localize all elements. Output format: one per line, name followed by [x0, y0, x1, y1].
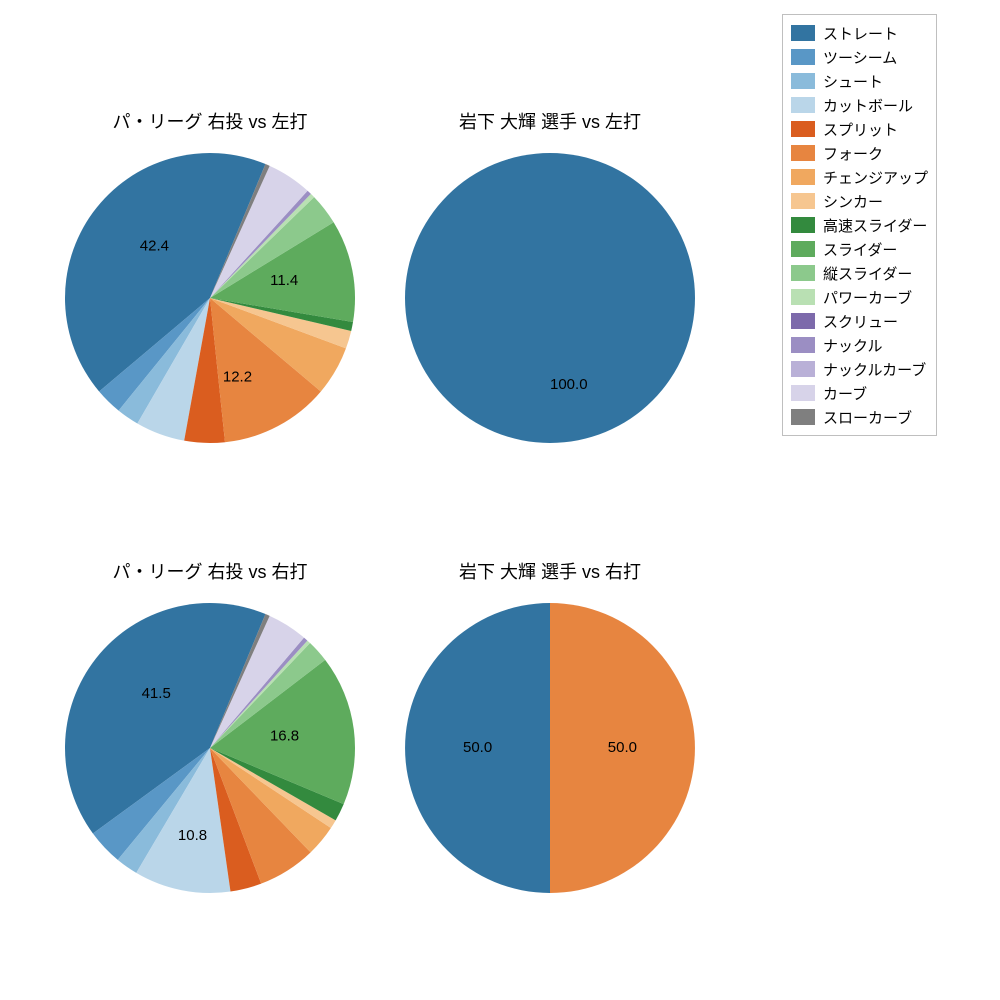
- legend-label-curve: カーブ: [823, 383, 867, 404]
- slice-label-slider: 16.8: [270, 728, 299, 745]
- legend-item-fork: フォーク: [791, 141, 928, 165]
- slice-label-cut_ball: 10.8: [178, 827, 207, 844]
- legend-item-curve: カーブ: [791, 381, 928, 405]
- legend-item-power_curve: パワーカーブ: [791, 285, 928, 309]
- slice-label-straight: 100.0: [550, 376, 588, 393]
- legend-swatch-sinker: [791, 193, 815, 209]
- legend-label-two_seam: ツーシーム: [823, 47, 897, 68]
- legend-item-knuckle: ナックル: [791, 333, 928, 357]
- legend-swatch-screw: [791, 313, 815, 329]
- legend-swatch-split: [791, 121, 815, 137]
- pie-pl_rhp_vs_lhb: 42.4 12.2 11.4: [25, 113, 395, 483]
- legend-item-changeup: チェンジアップ: [791, 165, 928, 189]
- legend-label-power_curve: パワーカーブ: [823, 287, 912, 308]
- slice-label-fork: 12.2: [223, 368, 252, 385]
- pie-iwashita_vs_rhb: 50.0 50.0: [365, 563, 735, 933]
- legend-swatch-curve: [791, 385, 815, 401]
- legend-swatch-changeup: [791, 169, 815, 185]
- legend-swatch-two_seam: [791, 49, 815, 65]
- legend-label-fast_slider: 高速スライダー: [823, 215, 927, 236]
- pie-iwashita_vs_lhb: 100.0: [365, 113, 735, 483]
- legend-item-screw: スクリュー: [791, 309, 928, 333]
- legend-swatch-slow_curve: [791, 409, 815, 425]
- legend-item-shoot: シュート: [791, 69, 928, 93]
- legend-label-shoot: シュート: [823, 71, 883, 92]
- legend-label-cut_ball: カットボール: [823, 95, 913, 116]
- legend-swatch-shoot: [791, 73, 815, 89]
- legend-swatch-straight: [791, 25, 815, 41]
- legend-label-changeup: チェンジアップ: [823, 167, 928, 188]
- pie-pl_rhp_vs_rhb: 41.5 10.8 16.8: [25, 563, 395, 933]
- legend-label-straight: ストレート: [823, 23, 898, 44]
- legend-item-split: スプリット: [791, 117, 928, 141]
- legend-label-slider: スライダー: [823, 239, 897, 260]
- legend-label-sinker: シンカー: [823, 191, 883, 212]
- figure: パ・リーグ 右投 vs 左打42.412.211.4岩下 大輝 選手 vs 左打…: [0, 0, 1000, 1000]
- legend-swatch-vert_slider: [791, 265, 815, 281]
- legend-item-straight: ストレート: [791, 21, 928, 45]
- legend-label-knuckle: ナックル: [823, 335, 883, 356]
- slice-label-straight: 41.5: [142, 685, 171, 702]
- legend-label-split: スプリット: [823, 119, 898, 140]
- legend-swatch-power_curve: [791, 289, 815, 305]
- legend-item-slow_curve: スローカーブ: [791, 405, 928, 429]
- legend-label-knuckle_curve: ナックルカーブ: [823, 359, 926, 380]
- legend-label-screw: スクリュー: [823, 311, 898, 332]
- legend-item-sinker: シンカー: [791, 189, 928, 213]
- legend-item-cut_ball: カットボール: [791, 93, 928, 117]
- legend-swatch-knuckle: [791, 337, 815, 353]
- slice-straight: [405, 153, 695, 443]
- legend-item-fast_slider: 高速スライダー: [791, 213, 928, 237]
- legend-swatch-fork: [791, 145, 815, 161]
- legend-item-two_seam: ツーシーム: [791, 45, 928, 69]
- legend-swatch-cut_ball: [791, 97, 815, 113]
- legend-swatch-knuckle_curve: [791, 361, 815, 377]
- slice-label-straight: 42.4: [140, 238, 169, 255]
- legend: ストレートツーシームシュートカットボールスプリットフォークチェンジアップシンカー…: [782, 14, 937, 436]
- legend-label-slow_curve: スローカーブ: [823, 407, 912, 428]
- legend-swatch-slider: [791, 241, 815, 257]
- legend-label-fork: フォーク: [823, 143, 883, 164]
- legend-swatch-fast_slider: [791, 217, 815, 233]
- slice-label-fork: 50.0: [608, 739, 637, 756]
- slice-label-straight: 50.0: [463, 739, 492, 756]
- legend-item-knuckle_curve: ナックルカーブ: [791, 357, 928, 381]
- legend-item-vert_slider: 縦スライダー: [791, 261, 928, 285]
- legend-item-slider: スライダー: [791, 237, 928, 261]
- slice-label-slider: 11.4: [270, 272, 298, 289]
- legend-label-vert_slider: 縦スライダー: [823, 263, 912, 284]
